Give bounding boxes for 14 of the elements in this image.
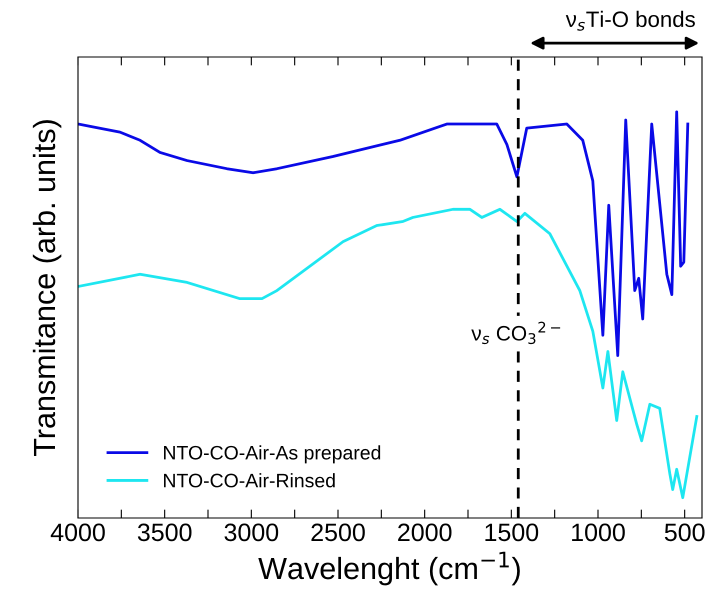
- x-tick-label: 500: [664, 524, 705, 542]
- x-axis-title: Wavelenght (cm$^{−1}$): [258, 552, 520, 586]
- x-tick-label: 1000: [572, 524, 625, 542]
- legend-label: NTO-CO-Air-As prepared: [164, 445, 380, 464]
- x-tick-label: 4000: [50, 524, 105, 542]
- y-axis-title: Transmitance (arb. units): [32, 120, 62, 456]
- legend-label: NTO-CO-Air-Rinsed: [164, 473, 335, 488]
- x-tick-label: 1500: [485, 524, 538, 542]
- text: ν$_{s}$Ti-O bonds: [566, 10, 695, 31]
- x-tick-label: 3000: [224, 524, 278, 542]
- x-tick-label: 2500: [311, 524, 365, 542]
- x-tick-label: 2000: [398, 524, 452, 542]
- ref-line-label: ν$_{s}$ CO$_{3}$$^{2−}$: [471, 322, 560, 344]
- x-tick-label: 3500: [138, 524, 192, 542]
